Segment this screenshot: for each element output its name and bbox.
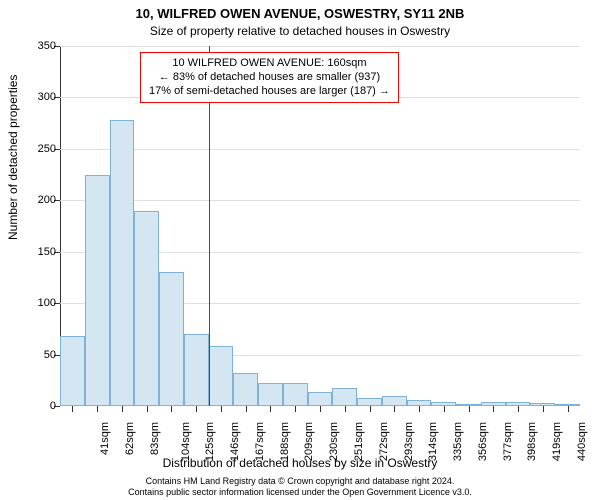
x-tick-mark: [469, 406, 470, 412]
annotation-line-1: 10 WILFRED OWEN AVENUE: 160sqm: [149, 57, 390, 71]
histogram-bar: [233, 373, 258, 406]
x-tick-mark: [246, 406, 247, 412]
y-tick-label: 350: [38, 40, 56, 52]
x-tick-label: 62sqm: [124, 422, 136, 455]
gridline: [60, 200, 580, 201]
x-tick-mark: [97, 406, 98, 412]
histogram-bar: [357, 398, 382, 406]
x-tick-mark: [196, 406, 197, 412]
x-tick-mark: [72, 406, 73, 412]
x-tick-mark: [444, 406, 445, 412]
x-tick-mark: [568, 406, 569, 412]
histogram-bar: [308, 392, 333, 406]
x-tick-mark: [419, 406, 420, 412]
x-tick-mark: [518, 406, 519, 412]
histogram-bar: [60, 336, 85, 406]
histogram-bar: [258, 383, 283, 406]
x-tick-mark: [221, 406, 222, 412]
y-tick-label: 100: [38, 297, 56, 309]
x-tick-label: 41sqm: [99, 422, 111, 455]
x-tick-mark: [270, 406, 271, 412]
histogram-bar: [184, 334, 209, 406]
plot-area: 05010015020025030035041sqm62sqm83sqm104s…: [60, 46, 580, 406]
x-tick-mark: [543, 406, 544, 412]
gridline: [60, 149, 580, 150]
x-axis-label: Distribution of detached houses by size …: [0, 456, 600, 470]
y-tick-label: 300: [38, 91, 56, 103]
attribution-line-2: Contains public sector information licen…: [0, 487, 600, 498]
x-tick-mark: [345, 406, 346, 412]
x-tick-mark: [147, 406, 148, 412]
y-tick-label: 200: [38, 194, 56, 206]
x-tick-mark: [370, 406, 371, 412]
y-tick-label: 0: [50, 400, 56, 412]
y-tick-label: 50: [44, 349, 56, 361]
histogram-bar: [332, 388, 357, 407]
y-tick-label: 150: [38, 246, 56, 258]
histogram-bar: [85, 175, 110, 406]
annotation-line-2: ← 83% of detached houses are smaller (93…: [149, 71, 390, 85]
attribution-line-1: Contains HM Land Registry data © Crown c…: [0, 476, 600, 487]
annotation-line-3: 17% of semi-detached houses are larger (…: [149, 85, 390, 99]
histogram-bar: [382, 396, 407, 406]
x-tick-mark: [493, 406, 494, 412]
x-tick-label: 83sqm: [149, 422, 161, 455]
y-axis-label: Number of detached properties: [6, 75, 20, 240]
histogram-bar: [159, 272, 184, 406]
x-tick-mark: [295, 406, 296, 412]
histogram-bar: [134, 211, 159, 406]
x-tick-mark: [122, 406, 123, 412]
annotation-box: 10 WILFRED OWEN AVENUE: 160sqm← 83% of d…: [140, 52, 399, 103]
chart-title: 10, WILFRED OWEN AVENUE, OSWESTRY, SY11 …: [0, 6, 600, 21]
histogram-bar: [110, 120, 135, 406]
attribution-text: Contains HM Land Registry data © Crown c…: [0, 476, 600, 498]
x-tick-mark: [320, 406, 321, 412]
x-tick-mark: [394, 406, 395, 412]
chart-container: 10, WILFRED OWEN AVENUE, OSWESTRY, SY11 …: [0, 0, 600, 500]
histogram-bar: [283, 383, 308, 406]
y-tick-label: 250: [38, 143, 56, 155]
histogram-bar: [209, 346, 234, 406]
chart-subtitle: Size of property relative to detached ho…: [0, 24, 600, 38]
gridline: [60, 46, 580, 47]
x-tick-mark: [171, 406, 172, 412]
